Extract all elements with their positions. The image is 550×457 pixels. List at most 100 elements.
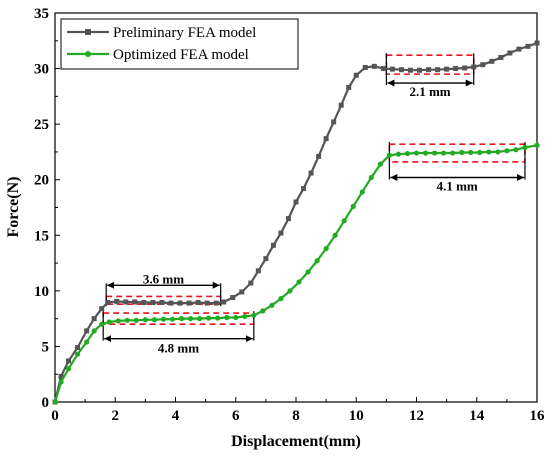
- data-point: [341, 218, 347, 224]
- data-point: [99, 306, 105, 312]
- data-point: [296, 279, 302, 285]
- data-point: [426, 67, 432, 73]
- data-point: [316, 153, 322, 159]
- legend: Preliminary FEA model Optimized FEA model: [60, 18, 299, 70]
- data-point: [338, 102, 344, 108]
- data-point: [99, 321, 105, 327]
- width-label: 4.8 mm: [158, 341, 199, 356]
- data-point: [141, 300, 147, 306]
- data-point: [270, 242, 276, 248]
- data-point: [468, 149, 474, 156]
- data-point: [450, 150, 456, 156]
- data-point: [186, 300, 192, 306]
- series-group: [52, 40, 540, 405]
- data-point: [504, 148, 510, 154]
- data-point: [239, 289, 245, 295]
- data-point: [293, 199, 299, 205]
- width-label: 4.1 mm: [437, 178, 478, 193]
- data-point: [453, 66, 459, 72]
- x-tick-label: 14: [469, 408, 485, 424]
- y-tick-label: 30: [34, 62, 49, 78]
- data-point: [305, 269, 311, 275]
- data-point: [489, 58, 495, 64]
- data-point: [197, 316, 203, 322]
- data-point: [534, 40, 540, 46]
- data-point: [133, 317, 139, 323]
- data-point: [224, 314, 230, 321]
- data-point: [169, 316, 176, 322]
- data-point: [84, 328, 90, 334]
- data-point: [75, 345, 81, 351]
- data-point: [263, 256, 269, 262]
- data-point: [332, 232, 338, 238]
- data-point: [65, 366, 72, 372]
- data-point: [58, 379, 64, 385]
- data-point: [278, 296, 284, 302]
- data-point: [151, 317, 158, 323]
- y-axis-title: Force(N): [5, 177, 22, 238]
- legend-box: [60, 18, 299, 70]
- y-tick-label: 0: [42, 395, 50, 411]
- data-point: [287, 288, 293, 294]
- data-point: [74, 351, 81, 357]
- data-point: [123, 299, 129, 305]
- data-point: [377, 161, 383, 167]
- data-point: [301, 186, 307, 192]
- data-point: [314, 258, 320, 264]
- data-point: [177, 300, 183, 306]
- data-point: [413, 150, 420, 156]
- y-tick-label: 35: [34, 6, 49, 22]
- data-point: [534, 142, 540, 148]
- data-point: [233, 314, 239, 321]
- legend-label: Optimized FEA model: [113, 47, 249, 63]
- data-point: [507, 50, 513, 56]
- plateau-box: [102, 312, 255, 326]
- data-point: [441, 150, 447, 156]
- data-point: [435, 67, 441, 73]
- data-point: [142, 317, 148, 323]
- data-point: [422, 150, 429, 156]
- data-point: [52, 399, 58, 405]
- data-point: [486, 149, 492, 155]
- x-tick-label: 16: [530, 408, 546, 424]
- data-point: [106, 319, 112, 325]
- data-point: [368, 174, 374, 181]
- data-point: [444, 66, 450, 72]
- data-point: [255, 268, 261, 274]
- data-point: [269, 302, 275, 308]
- data-point: [195, 300, 201, 306]
- data-point: [359, 189, 365, 195]
- data-point: [459, 149, 465, 156]
- data-point: [260, 308, 266, 314]
- data-point: [114, 298, 120, 304]
- x-tick-label: 12: [409, 408, 424, 424]
- data-point: [462, 65, 468, 71]
- data-point: [404, 150, 411, 157]
- data-point: [398, 67, 404, 73]
- data-point: [386, 152, 392, 158]
- x-tick-label: 10: [349, 408, 364, 424]
- data-point: [498, 54, 504, 60]
- y-tick-label: 20: [34, 173, 49, 189]
- data-point: [159, 300, 165, 306]
- data-point: [480, 62, 486, 68]
- axis-ticks: 0 2 4 6 8 10 12 14 16 0 5 10 15 20 25 30 35: [34, 6, 545, 424]
- data-point: [522, 144, 528, 151]
- data-point: [251, 312, 257, 318]
- data-point: [516, 46, 522, 52]
- data-point: [248, 280, 254, 286]
- data-point: [380, 66, 386, 72]
- data-point: [389, 66, 395, 72]
- data-point: [431, 150, 438, 156]
- data-point: [91, 328, 97, 334]
- data-point: [331, 119, 337, 125]
- data-point: [362, 64, 368, 70]
- data-point: [477, 149, 483, 156]
- plot-frame: [54, 12, 538, 403]
- data-point: [91, 316, 97, 322]
- data-point: [285, 216, 291, 222]
- data-point: [160, 316, 167, 322]
- data-point: [215, 315, 221, 321]
- data-point: [187, 316, 194, 322]
